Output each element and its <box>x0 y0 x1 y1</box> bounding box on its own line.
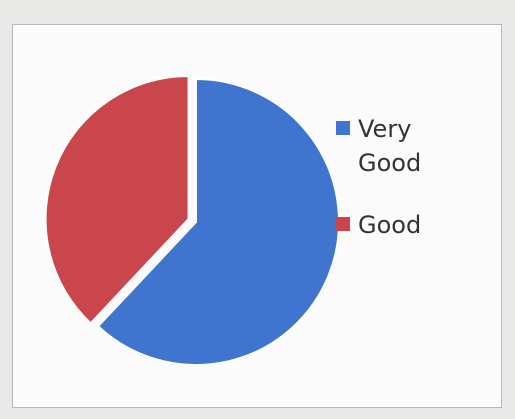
legend-swatch <box>336 217 350 231</box>
legend: Very Good Good <box>336 112 446 270</box>
pie-slice <box>44 75 190 325</box>
legend-entry: Good <box>336 208 446 242</box>
legend-label: Good <box>358 211 422 239</box>
legend-label: Very Good <box>358 115 422 177</box>
legend-swatch <box>336 121 350 135</box>
pie-slice <box>96 77 340 366</box>
legend-entry: Very Good <box>336 112 446 180</box>
